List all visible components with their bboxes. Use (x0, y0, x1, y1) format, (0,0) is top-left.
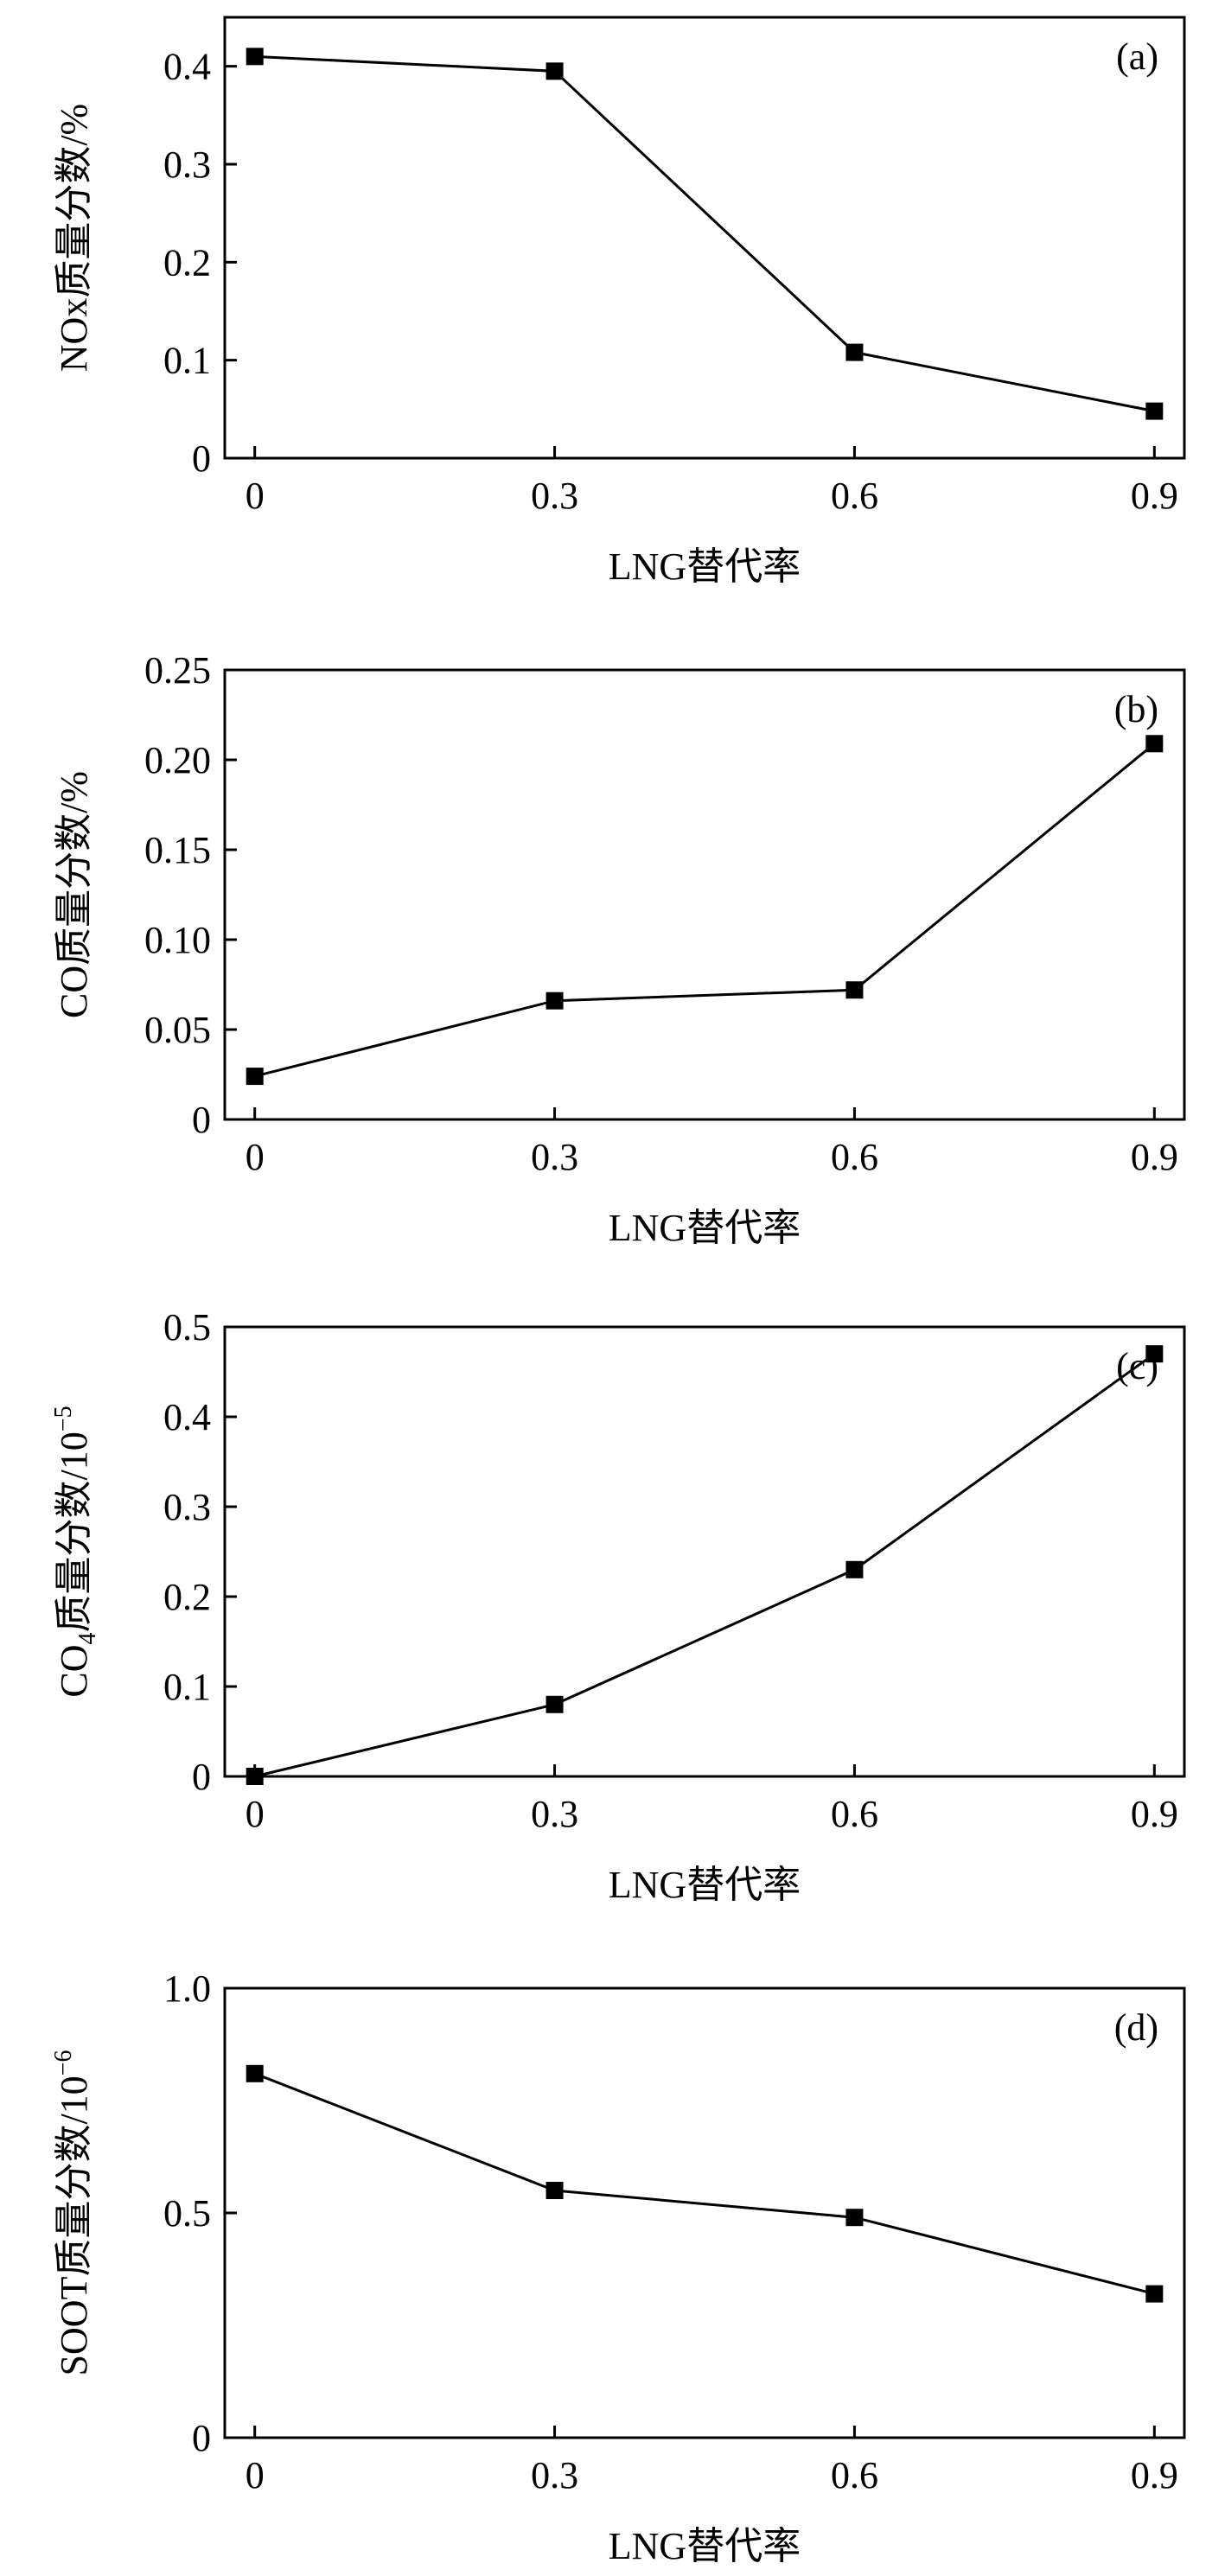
panel-c-y-tick-label: 0.4 (163, 1396, 211, 1438)
panel-a-y-axis-label: NOx质量分数/% (53, 104, 95, 372)
panel-c-data-point (246, 1768, 264, 1785)
panel-c-series-line (254, 1352, 1156, 1778)
panel-b-data-point (546, 992, 564, 1010)
panel-c-x-tick-label: 0.3 (531, 1793, 578, 1835)
panel-b-y-tick-label: 0.20 (144, 739, 211, 781)
panel-c-y-axis-label: CO4质量分数/10−5 (50, 1406, 101, 1697)
panel-d-data-point (845, 2209, 864, 2227)
panel-c-data-point (845, 1560, 864, 1578)
panel-c: 0 0.1 0.2 0.3 0.4 0.5 0 0.3 0.6 0.9 LNG替代率 CO4质量分数/… (50, 1306, 1186, 1906)
panel-d-series-line (254, 2072, 1155, 2296)
panel-b-x-tick-label: 0.9 (1131, 1136, 1178, 1178)
panel-b: 0 0.05 0.10 0.15 0.20 0.25 0 0.3 0.6 0.9 LNG替代率 CO质… (53, 649, 1186, 1249)
panel-c-y-tick-label: 0.3 (163, 1486, 211, 1528)
panel-d-data-point (1145, 2285, 1164, 2303)
panel-d-data-point (246, 2064, 264, 2082)
panel-a-y-tick-label: 0.1 (163, 340, 211, 382)
panel-d-x-axis-label: LNG替代率 (609, 2525, 801, 2567)
panel-d-data-point (546, 2182, 564, 2199)
panel-b-x-tick-label: 0 (246, 1136, 265, 1178)
panel-c-data-point (1145, 1345, 1164, 1363)
panel-b-data-point (1145, 735, 1164, 753)
panel-d-y-tick-label: 0 (192, 2417, 211, 2459)
panel-c-x-tick-label: 0.6 (831, 1793, 878, 1835)
panel-b-y-tick-label: 0.15 (144, 829, 211, 871)
panel-c-y-tick-label: 0.1 (163, 1666, 211, 1708)
panel-b-data-point (845, 981, 864, 999)
panel-a-y-tick-label: 0.3 (163, 143, 211, 186)
panel-a-y-tick-label: 0.2 (163, 241, 211, 284)
panel-d-x-tick-label: 0.9 (1131, 2454, 1178, 2496)
panel-b-y-tick-label: 0.25 (144, 649, 211, 692)
panel-c-x-tick-label: 0.9 (1131, 1793, 1178, 1835)
panel-d-y-tick-label: 0.5 (163, 2192, 211, 2235)
panel-b-y-tick-label: 0 (192, 1099, 211, 1141)
panel-a-data-point (546, 62, 564, 80)
panel-d-y-axis-label: SOOT质量分数/10−6 (50, 2050, 95, 2376)
panel-b-data-point (246, 1068, 264, 1086)
panel-d-plot-frame (223, 1986, 1186, 2439)
panel-a-series-line (254, 54, 1155, 413)
panel-a-x-tick-label: 0.6 (831, 475, 878, 517)
panel-c-plot-frame (223, 1325, 1186, 1778)
panel-d-x-tick-label: 0.6 (831, 2454, 878, 2496)
panel-c-y-tick-label: 0 (192, 1756, 211, 1798)
panel-d-panel-label: (d) (1114, 2006, 1158, 2049)
panel-a-data-point (845, 343, 864, 361)
panel-a-data-point (1145, 402, 1164, 420)
panel-c-y-tick-label: 0.5 (163, 1306, 211, 1349)
panel-a-y-tick-label: 0.4 (163, 46, 211, 88)
panel-b-panel-label: (b) (1114, 688, 1158, 730)
panel-a-plot-frame (223, 16, 1186, 460)
panel-b-y-tick-label: 0.05 (144, 1009, 211, 1051)
panel-d: 0 0.5 1.0 0 0.3 0.6 0.9 LNG替代率 SOOT质量分数/10−6 (d) (50, 1967, 1186, 2567)
panel-a-y-tick-label: 0 (192, 437, 211, 480)
panel-c-data-point (546, 1695, 564, 1713)
panel-c-y-tick-label: 0.2 (163, 1576, 211, 1618)
panel-c-x-axis-label: LNG替代率 (609, 1864, 801, 1906)
panel-a-x-axis-label: LNG替代率 (609, 545, 801, 588)
panel-a-x-tick-label: 0.3 (531, 475, 578, 517)
panel-d-x-tick-label: 0 (246, 2454, 265, 2496)
panel-a-x-tick-label: 0 (246, 475, 265, 517)
panel-a-data-point (246, 48, 264, 66)
panel-b-y-tick-label: 0.10 (144, 919, 211, 961)
panel-b-series-line (254, 743, 1156, 1078)
panel-b-x-tick-label: 0.3 (531, 1136, 578, 1178)
panel-d-y-tick-label: 1.0 (163, 1967, 211, 2010)
panel-a-x-tick-label: 0.9 (1131, 475, 1178, 517)
panel-b-x-tick-label: 0.6 (831, 1136, 878, 1178)
panel-b-x-axis-label: LNG替代率 (609, 1207, 801, 1249)
panel-c-x-tick-label: 0 (246, 1793, 265, 1835)
panel-b-y-axis-label: CO质量分数/% (53, 771, 95, 1018)
panel-a: 0 0.1 0.2 0.3 0.4 0 0.3 0.6 0.9 LNG替代率 NOx质量分数/% (a… (53, 16, 1186, 588)
panel-b-plot-frame (223, 668, 1186, 1121)
panel-d-x-tick-label: 0.3 (531, 2454, 578, 2496)
panel-a-panel-label: (a) (1116, 35, 1158, 78)
